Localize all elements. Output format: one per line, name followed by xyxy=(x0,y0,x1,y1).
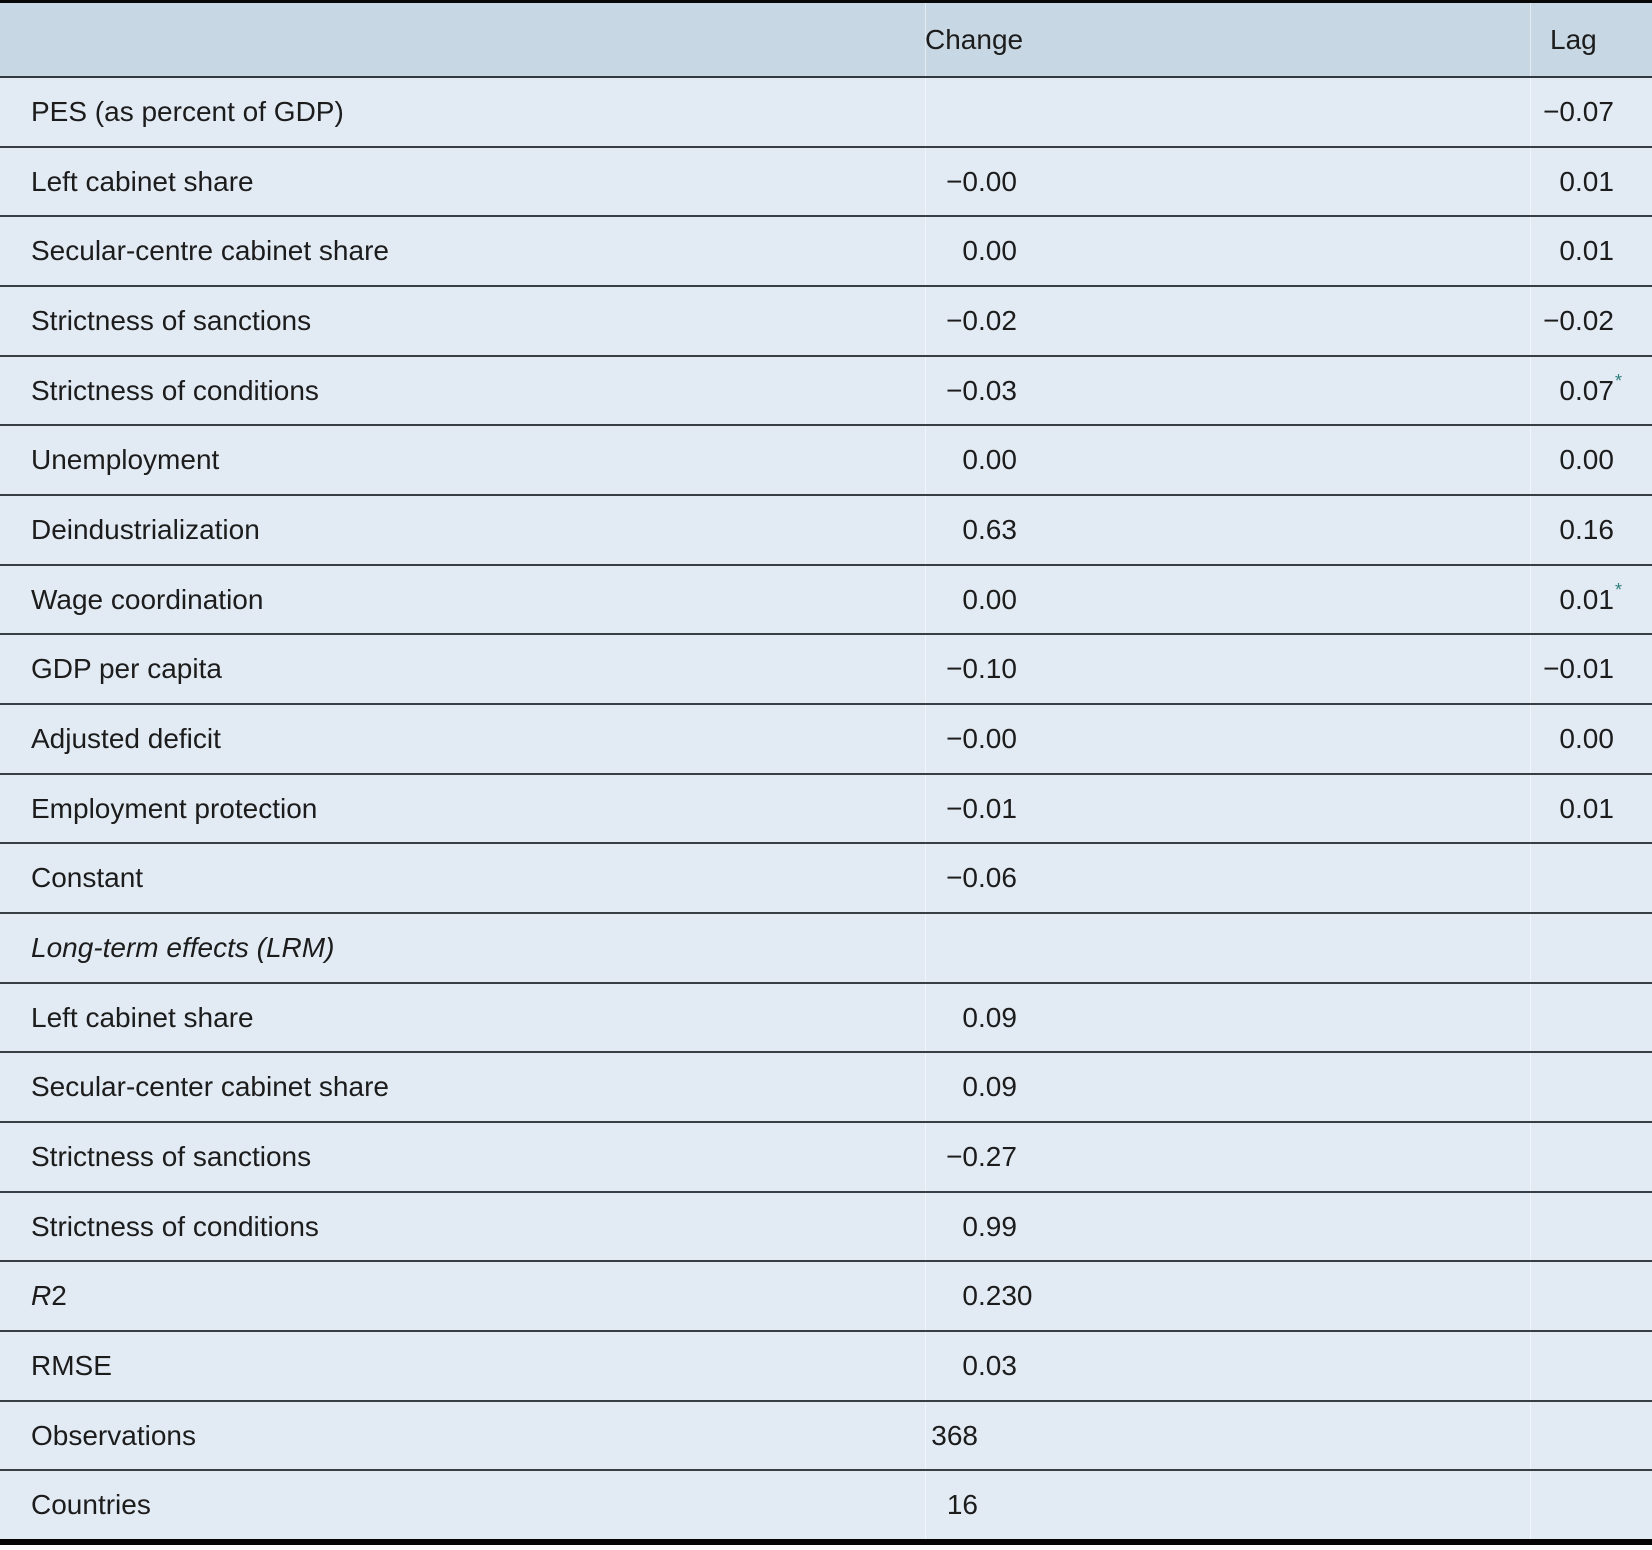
row-label: Left cabinet share xyxy=(31,1001,254,1033)
table-row: Left cabinet share 0.09 xyxy=(0,983,1652,1054)
row-label: Strictness of conditions xyxy=(31,374,319,406)
row-label: Adjusted deficit xyxy=(31,722,221,754)
table-row: PES (as percent of GDP) −0.07 xyxy=(0,78,1652,148)
table-header-row: Change Lag xyxy=(0,3,1652,78)
row-label: Strictness of sanctions xyxy=(31,1140,312,1172)
row-label: Countries xyxy=(31,1489,151,1521)
row-label: Constant xyxy=(31,862,144,894)
lag-value: 0.16 xyxy=(1530,496,1652,564)
table-row: R2 0.230 xyxy=(0,1262,1652,1333)
table-row: Strictness of conditions 0.99 xyxy=(0,1192,1652,1263)
row-label: Strictness of sanctions xyxy=(31,304,312,336)
table-row: Left cabinet share −0.00 0.01 xyxy=(0,147,1652,218)
lag-value: 0.01 * xyxy=(1530,566,1652,634)
change-value: 0.230 xyxy=(925,1262,1530,1330)
table-row: Wage coordination 0.00 0.01 * xyxy=(0,565,1652,636)
table-row: Unemployment 0.00 0.00 xyxy=(0,426,1652,497)
change-value: −0.01 xyxy=(925,775,1530,843)
row-label: Left cabinet share xyxy=(31,165,254,197)
change-value: −0.03 xyxy=(925,357,1530,425)
row-label: Deindustrialization xyxy=(31,513,260,545)
change-value: 0.63 xyxy=(925,496,1530,564)
row-label: PES (as percent of GDP) xyxy=(31,95,344,127)
row-label: Observations xyxy=(31,1419,196,1451)
lag-value xyxy=(1530,984,1652,1052)
column-header-change: Change xyxy=(925,3,1530,76)
change-value: 0.00 xyxy=(925,426,1530,494)
lag-value: 0.00 xyxy=(1530,705,1652,773)
change-value: −0.00 xyxy=(925,148,1530,216)
change-value: 0.00 xyxy=(925,217,1530,285)
row-label: Employment protection xyxy=(31,792,318,824)
row-label: RMSE xyxy=(31,1349,112,1381)
table-body: PES (as percent of GDP) −0.07 Left cabinet… xyxy=(0,78,1652,1540)
row-label: Long-term effects (LRM) xyxy=(31,931,335,963)
table-row: Strictness of sanctions −0.27 xyxy=(0,1123,1652,1193)
change-value xyxy=(925,78,1530,146)
change-value: −0.00 xyxy=(925,705,1530,773)
lag-value xyxy=(1530,844,1652,912)
column-header-change-label: Change xyxy=(925,23,1024,55)
table-row: GDP per capita −0.10 −0.01 xyxy=(0,635,1652,706)
lag-value: 0.01 xyxy=(1530,217,1652,285)
table-row: Employment protection −0.01 0.01 xyxy=(0,774,1652,845)
column-header-lag: Lag xyxy=(1530,3,1652,76)
change-value: −0.06 xyxy=(925,844,1530,912)
row-label: R2 xyxy=(31,1280,67,1312)
table-row: Deindustrialization 0.63 0.16 xyxy=(0,496,1652,566)
significance-star: * xyxy=(1614,371,1622,392)
significance-star: * xyxy=(1614,580,1622,601)
lag-value: −0.02 xyxy=(1530,287,1652,355)
lag-value: −0.07 xyxy=(1530,78,1652,146)
table-row: Observations 368 xyxy=(0,1401,1652,1472)
row-label: Strictness of conditions xyxy=(31,1210,319,1242)
table-bottom-gap xyxy=(0,1545,1652,1550)
table-bottom-border xyxy=(0,1539,1652,1545)
lag-value xyxy=(1530,1332,1652,1400)
change-value: 0.99 xyxy=(925,1193,1530,1261)
lag-value: −0.01 xyxy=(1530,635,1652,703)
lag-value: 0.07 * xyxy=(1530,357,1652,425)
row-label: Wage coordination xyxy=(31,583,264,615)
change-value: 0.09 xyxy=(925,1053,1530,1121)
row-label: GDP per capita xyxy=(31,653,222,685)
change-value: −0.02 xyxy=(925,287,1530,355)
table-row: Constant −0.06 xyxy=(0,844,1652,915)
change-value: 16 xyxy=(925,1471,1530,1539)
table-top-border xyxy=(0,0,1652,3)
change-value: −0.27 xyxy=(925,1123,1530,1191)
lag-value xyxy=(1530,1053,1652,1121)
table-row: Long-term effects (LRM) xyxy=(0,914,1652,984)
change-value: 0.00 xyxy=(925,566,1530,634)
lag-value xyxy=(1530,1402,1652,1470)
change-value xyxy=(925,914,1530,982)
table-row: Countries 16 xyxy=(0,1471,1652,1540)
lag-value xyxy=(1530,1193,1652,1261)
table-row: Strictness of conditions −0.03 0.07 * xyxy=(0,356,1652,427)
change-value: 368 xyxy=(925,1402,1530,1470)
row-label: Unemployment xyxy=(31,444,220,476)
table-row: Adjusted deficit −0.00 0.00 xyxy=(0,705,1652,775)
row-label: Secular-centre cabinet share xyxy=(31,235,389,267)
lag-value: 0.01 xyxy=(1530,148,1652,216)
change-value: 0.09 xyxy=(925,984,1530,1052)
lag-value: 0.01 xyxy=(1530,775,1652,843)
table-row: RMSE 0.03 xyxy=(0,1332,1652,1402)
lag-value xyxy=(1530,1123,1652,1191)
lag-value: 0.00 xyxy=(1530,426,1652,494)
table-row: Secular-center cabinet share 0.09 xyxy=(0,1053,1652,1124)
change-value: −0.10 xyxy=(925,635,1530,703)
lag-value xyxy=(1530,1262,1652,1330)
table-row: Secular-centre cabinet share 0.00 0.01 xyxy=(0,217,1652,288)
row-label: Secular-center cabinet share xyxy=(31,1071,389,1103)
lag-value xyxy=(1530,1471,1652,1539)
table-row: Strictness of sanctions −0.02 −0.02 xyxy=(0,287,1652,357)
lag-value xyxy=(1530,914,1652,982)
change-value: 0.03 xyxy=(925,1332,1530,1400)
column-header-lag-label: Lag xyxy=(1550,23,1597,55)
